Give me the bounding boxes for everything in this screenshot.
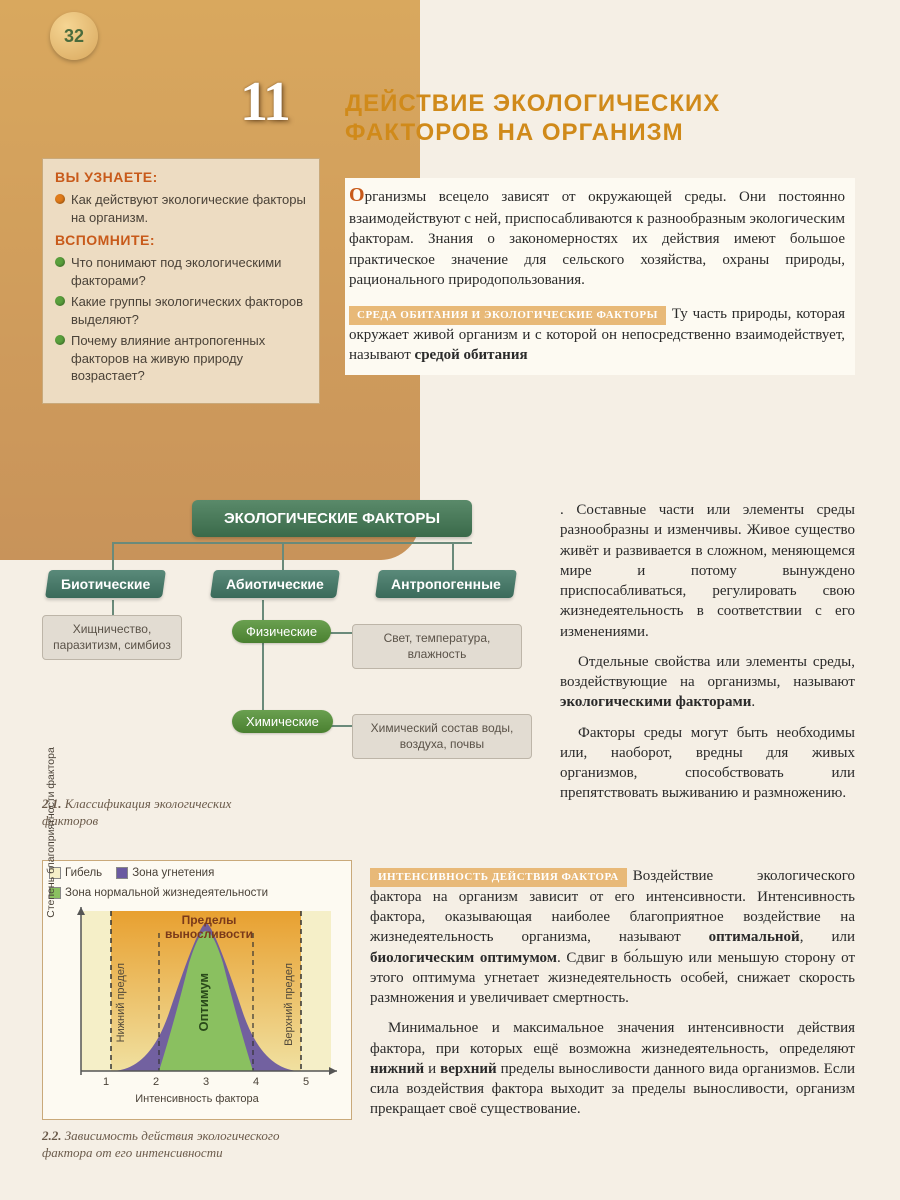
legend-swatch [116, 867, 128, 879]
para-intensity: ИНТЕНСИВНОСТЬ ДЕЙСТВИЯ ФАКТОРАВоздействи… [370, 866, 855, 1008]
learn-item: Как действуют экологические факторы на о… [55, 191, 307, 226]
chart-plot: 1 2 3 4 5 Пределы выносливости Нижний пр… [49, 903, 345, 1103]
p3: Факторы среды могут быть необходимы или,… [560, 723, 855, 804]
recall-header: ВСПОМНИТЕ: [55, 232, 307, 248]
annot-lower-limit: Нижний предел [115, 963, 127, 1042]
right-column: . Составные части или элементы среды раз… [560, 500, 855, 814]
annot-top: Пределы выносливости [139, 913, 279, 941]
chart-legend: Гибель Зона угнетения Зона нормальной жи… [49, 867, 345, 899]
p5c: и [424, 1061, 440, 1077]
intro-para: Организмы всецело зависят от окружающей … [349, 182, 845, 290]
caption-2-2: 2.2. Зависимость действия экологического… [42, 1128, 292, 1162]
annot-optimum-text: Оптимум [196, 973, 211, 1031]
recall-item-text: Что понимают под экологическими факторам… [71, 254, 307, 289]
page-number: 32 [64, 26, 84, 47]
diagram-subnode-physical: Физические [232, 620, 331, 643]
factors-diagram: ЭКОЛОГИЧЕСКИЕ ФАКТОРЫ Биотические Абиоти… [42, 500, 542, 820]
page-number-badge: 32 [50, 12, 98, 60]
node-label: Антропогенные [391, 576, 501, 592]
bullet-icon [55, 257, 65, 267]
section-number: 11 [240, 70, 289, 134]
p4b: оптимальной [709, 929, 800, 945]
p2a: Отдельные свойства или элементы среды, в… [560, 654, 855, 690]
diagram-leaf-biotic: Хищничество, паразитизм, симбиоз [42, 615, 182, 660]
svg-text:3: 3 [203, 1076, 209, 1088]
svg-text:1: 1 [103, 1076, 109, 1088]
caption-2-1: 2.1. Классификация экологических факторо… [42, 796, 242, 830]
learn-header: ВЫ УЗНАЕТЕ: [55, 169, 307, 185]
p2: Отдельные свойства или элементы среды, в… [560, 652, 855, 713]
node-label: Биотические [61, 576, 150, 592]
tolerance-chart: Гибель Зона угнетения Зона нормальной жи… [42, 860, 352, 1120]
p1b: средой обитания [415, 347, 528, 363]
diagram-node-anthro: Антропогенные [375, 570, 517, 598]
recall-item: Что понимают под экологическими факторам… [55, 254, 307, 289]
title-line-2: ФАКТОРОВ НА ОРГАНИЗМ [345, 119, 720, 148]
lower-text-column: ИНТЕНСИВНОСТЬ ДЕЙСТВИЯ ФАКТОРАВоздействи… [370, 866, 855, 1120]
caption-text: Зависимость действия экологического факт… [42, 1128, 279, 1160]
bullet-icon [55, 296, 65, 306]
svg-text:2: 2 [153, 1076, 159, 1088]
recall-item-text: Какие группы экологических факторов выде… [71, 293, 307, 328]
caption-num: 2.2. [42, 1128, 62, 1143]
recall-item: Какие группы экологических факторов выде… [55, 293, 307, 328]
diagram-connector [282, 542, 284, 570]
title-line-1: ДЕЙСТВИЕ ЭКОЛОГИЧЕСКИХ [345, 90, 720, 119]
annot-top-text: Пределы выносливости [165, 913, 253, 941]
diagram-connector [112, 542, 472, 544]
learn-item-text: Как действуют экологические факторы на о… [71, 191, 307, 226]
diagram-node-abiotic: Абиотические [210, 570, 340, 598]
legend-label: Зона угнетения [132, 867, 214, 879]
page-title: ДЕЙСТВИЕ ЭКОЛОГИЧЕСКИХ ФАКТОРОВ НА ОРГАН… [345, 90, 720, 148]
recall-item: Почему влияние антропогенных факторов на… [55, 332, 307, 385]
legend-label: Зона нормальной жизнедеятельности [65, 887, 268, 899]
svg-text:4: 4 [253, 1076, 259, 1088]
p2b: экологическими факторами [560, 694, 751, 710]
sidebar-callout: ВЫ УЗНАЕТЕ: Как действуют экологические … [42, 158, 320, 404]
p4c: , или [800, 929, 855, 945]
chart-ylabel: Степень благоприятности фактора [45, 747, 57, 918]
para-limits: Минимальное и максимальное значения инте… [370, 1018, 855, 1119]
para-sreda: СРЕДА ОБИТАНИЯ И ЭКОЛОГИЧЕСКИЕ ФАКТОРЫТу… [349, 304, 845, 365]
p4d: биологическим оптимумом [370, 950, 557, 966]
intro-text: рганизмы всецело зависят от окружающей с… [349, 189, 845, 288]
diagram-leaf-physical: Свет, температура, влажность [352, 624, 522, 669]
chart-xlabel: Интенсивность фактора [135, 1093, 258, 1105]
annot-optimum: Оптимум [196, 973, 211, 1031]
svg-text:5: 5 [303, 1076, 309, 1088]
intro-column: Организмы всецело зависят от окружающей … [345, 178, 855, 375]
diagram-connector [452, 542, 454, 570]
legend-label: Гибель [65, 867, 102, 879]
dropcap: О [349, 184, 365, 206]
caption-text: Классификация экологических факторов [42, 796, 231, 828]
diagram-subnode-chemical: Химические [232, 710, 333, 733]
recall-item-text: Почему влияние антропогенных факторов на… [71, 332, 307, 385]
p5b: нижний [370, 1061, 424, 1077]
p5d: верхний [440, 1061, 497, 1077]
diagram-connector [262, 600, 264, 720]
diagram-root: ЭКОЛОГИЧЕСКИЕ ФАКТОРЫ [192, 500, 472, 537]
diagram-connector [112, 542, 114, 570]
p2c: . [751, 694, 755, 710]
node-label: Абиотические [226, 576, 324, 592]
subhead-intensity: ИНТЕНСИВНОСТЬ ДЕЙСТВИЯ ФАКТОРА [370, 868, 627, 887]
diagram-node-biotic: Биотические [45, 570, 166, 598]
p1-cont: . Составные части или элементы среды раз… [560, 500, 855, 642]
annot-upper-limit: Верхний предел [283, 963, 295, 1046]
bullet-icon [55, 335, 65, 345]
legend-item: Зона угнетения [116, 867, 214, 879]
diagram-leaf-chemical: Химический состав воды, воздуха, почвы [352, 714, 532, 759]
legend-item: Зона нормальной жизнедеятельности [49, 887, 268, 899]
bullet-icon [55, 194, 65, 204]
subhead-habitat: СРЕДА ОБИТАНИЯ И ЭКОЛОГИЧЕСКИЕ ФАКТОРЫ [349, 306, 666, 325]
p5a: Минимальное и максимальное значения инте… [370, 1020, 855, 1056]
